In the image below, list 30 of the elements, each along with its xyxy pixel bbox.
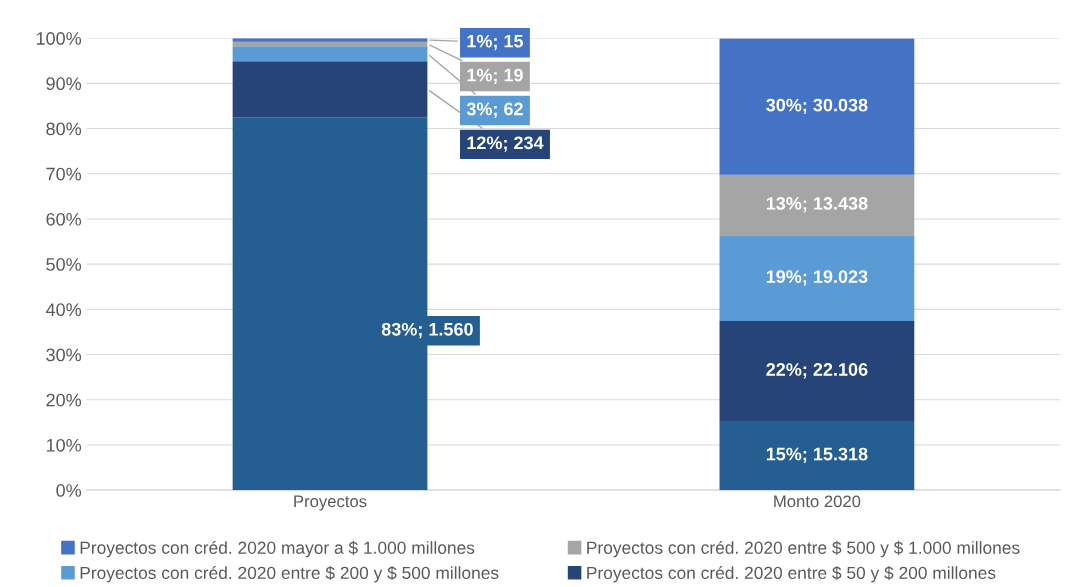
x-tick-label: Proyectos [294, 495, 367, 511]
y-tick-label: 20% [46, 393, 82, 407]
y-tick-label: 0% [56, 484, 82, 497]
y-tick-label: 80% [46, 122, 82, 136]
data-label: 83%; 1.560 [381, 322, 473, 339]
y-tick-label: 100% [36, 32, 82, 45]
data-label: 1%; 15 [467, 34, 524, 51]
bar [232, 46, 428, 62]
data-label: 12%; 234 [467, 136, 544, 152]
legend-label: Proyectos con créd. 2020 mayor a $ 1.000 millones [80, 540, 475, 558]
y-tick-label: 90% [46, 77, 82, 91]
legend-label: Proyectos con créd. 2020 entre $ 500 y $ 1.000 millones [587, 540, 1020, 558]
legend-label: Proyectos con créd. 2020 entre $ 200 y $ 500 millones [80, 566, 499, 583]
bar [719, 38, 915, 175]
data-label: 19%; 19.023 [766, 270, 868, 286]
y-tick-label: 30% [46, 348, 82, 362]
legend-label: Proyectos con créd. 2020 entre $ 50 y $ 200 millones [587, 566, 996, 583]
y-tick-label: 40% [45, 303, 82, 317]
bar [232, 61, 428, 118]
data-label: 30%; 30.038 [766, 98, 868, 115]
data-label: 13%; 13.438 [766, 197, 868, 213]
y-tick-label: 70% [46, 167, 82, 181]
y-tick-label: 10% [46, 438, 82, 452]
data-label: 22%; 22.106 [766, 363, 868, 379]
x-tick-label: Monto 2020 [774, 495, 861, 508]
data-label: 15%; 15.318 [766, 447, 868, 464]
data-label: 3%; 62 [466, 102, 523, 118]
y-tick-label: 60% [46, 212, 82, 226]
data-label: 1%; 19 [467, 68, 523, 85]
y-tick-label: 50% [46, 258, 82, 271]
